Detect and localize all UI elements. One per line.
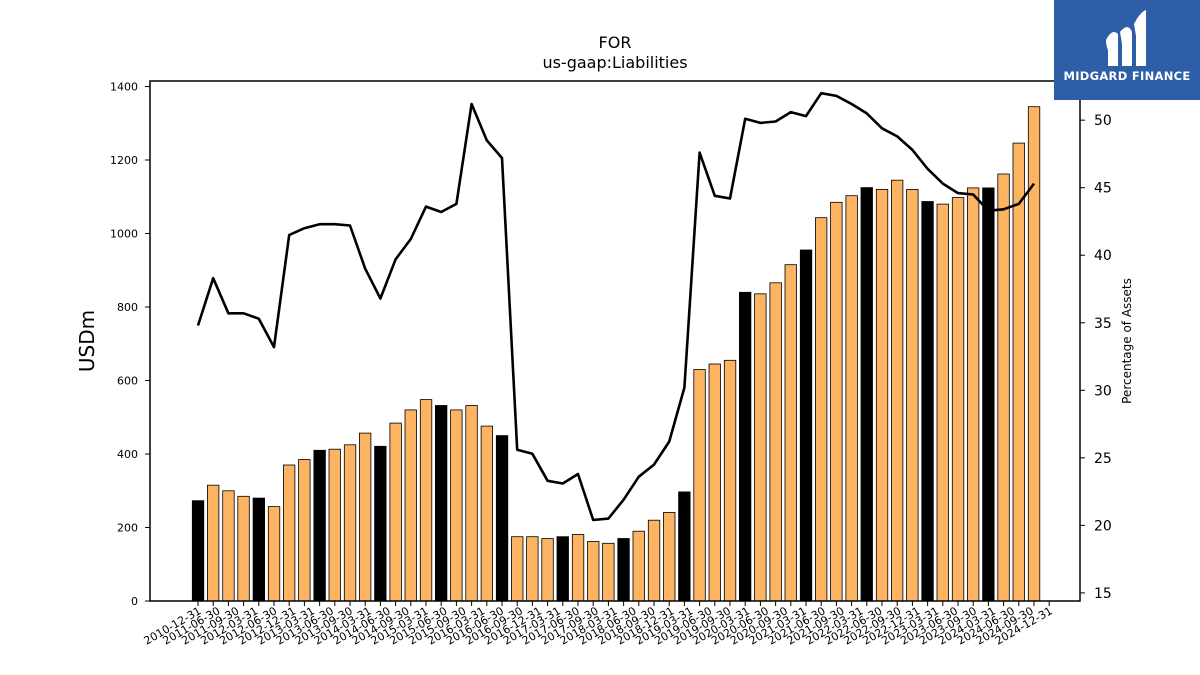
bar-2022-06-30 (891, 179, 904, 602)
bar-2021-12-31 (860, 187, 873, 602)
bar-2012-03-31 (267, 506, 281, 602)
bar-2019-12-31 (739, 291, 752, 602)
midgard-mark-icon (1106, 10, 1146, 66)
bar-2017-03-31 (571, 534, 585, 602)
y-tick-label: 1200 (110, 154, 138, 167)
bar-2021-09-30 (845, 195, 858, 602)
bar-2016-12-31 (556, 536, 569, 602)
plot-frame (149, 80, 1081, 602)
bar-2019-09-30 (723, 359, 737, 602)
bar-2018-06-30 (647, 519, 661, 602)
bar-2014-03-31 (389, 422, 402, 602)
bar-2022-03-31 (875, 188, 889, 602)
bar-2021-06-30 (830, 201, 843, 602)
bar-2015-03-31 (450, 409, 463, 602)
brand-logo: MIDGARD FINANCE (1054, 0, 1200, 100)
bar-2023-06-30 (951, 197, 965, 602)
bar-2017-12-31 (617, 538, 630, 602)
bar-2011-12-31 (252, 497, 266, 602)
bar-2024-06-30 (1012, 142, 1025, 602)
y2-axis-label: Percentage of Assets (1120, 278, 1134, 404)
bar-2012-09-30 (298, 459, 311, 602)
bar-2017-09-30 (602, 542, 615, 602)
bar-2019-03-31 (693, 369, 706, 602)
bar-2020-03-31 (754, 293, 767, 602)
bar-2016-06-30 (526, 536, 539, 602)
y-tick-label: 1000 (110, 228, 138, 241)
y2-tick-label: 40 (1094, 248, 1112, 264)
bar-series (191, 106, 1041, 602)
bar-2013-12-31 (374, 445, 387, 602)
bar-2023-12-31 (982, 187, 995, 602)
bar-2021-03-31 (815, 217, 828, 602)
bar-2024-09-30 (1027, 106, 1041, 602)
y-tick-label: 1400 (110, 81, 138, 94)
bar-2018-09-30 (663, 512, 676, 602)
bar-2014-06-30 (404, 409, 417, 602)
bar-2020-09-30 (784, 264, 797, 602)
y-axis-label: USDm (75, 310, 99, 372)
chart-title: FOR (599, 33, 632, 52)
bar-2016-03-31 (511, 536, 524, 602)
y-tick-label: 0 (131, 595, 138, 608)
y2-tick-label: 20 (1094, 518, 1112, 534)
bar-2013-03-31 (328, 448, 341, 602)
bar-2023-09-30 (967, 187, 980, 602)
y2-tick-label: 45 (1094, 181, 1112, 197)
bar-2014-12-31 (434, 405, 448, 602)
y2-tick-label: 50 (1094, 113, 1112, 129)
bar-2020-06-30 (769, 282, 782, 602)
bar-2012-06-30 (282, 464, 296, 602)
bar-2011-09-30 (237, 495, 250, 602)
bar-2024-03-31 (997, 173, 1010, 602)
brand-name: MIDGARD FINANCE (1063, 69, 1191, 83)
chart-subtitle: us-gaap:Liabilities (542, 53, 687, 72)
bar-2015-12-31 (495, 435, 509, 602)
bar-2013-09-30 (358, 432, 372, 602)
y-tick-label: 600 (117, 375, 138, 388)
y2-tick-label: 15 (1094, 586, 1112, 602)
bar-2012-12-31 (313, 449, 326, 602)
left-axis-ticks: 0 200 400 600 800 1000 1200 1400 (110, 81, 150, 608)
bar-2010-12-31 (191, 500, 205, 602)
y2-tick-label: 30 (1094, 383, 1112, 399)
y2-tick-label: 35 (1094, 316, 1112, 332)
bar-2015-09-30 (480, 425, 494, 602)
bar-2017-06-30 (587, 541, 600, 602)
y-tick-label: 200 (117, 522, 138, 535)
y-tick-label: 400 (117, 448, 138, 461)
bar-2022-09-30 (906, 188, 919, 602)
y-tick-label: 800 (117, 301, 138, 314)
bar-2020-12-31 (799, 249, 813, 602)
bar-2013-06-30 (343, 444, 357, 602)
right-axis-ticks: 15 20 25 30 35 40 45 50 (1080, 113, 1112, 602)
percentage-of-assets-line (196, 91, 1036, 522)
bar-2023-03-31 (936, 203, 949, 602)
bar-2022-12-31 (921, 201, 934, 602)
bar-2019-06-30 (708, 363, 721, 602)
bar-2018-12-31 (678, 491, 691, 602)
bar-2016-09-30 (541, 538, 554, 602)
bar-2014-09-30 (419, 399, 433, 602)
bar-2015-06-30 (465, 405, 478, 602)
y2-tick-label: 25 (1094, 451, 1112, 467)
x-axis-ticks: 2010-12-312011-06-302011-09-302012-03-31… (142, 601, 1055, 648)
bar-2018-03-31 (632, 530, 645, 602)
bar-2011-06-30 (222, 490, 235, 602)
bar-2011-03-31 (206, 484, 220, 602)
